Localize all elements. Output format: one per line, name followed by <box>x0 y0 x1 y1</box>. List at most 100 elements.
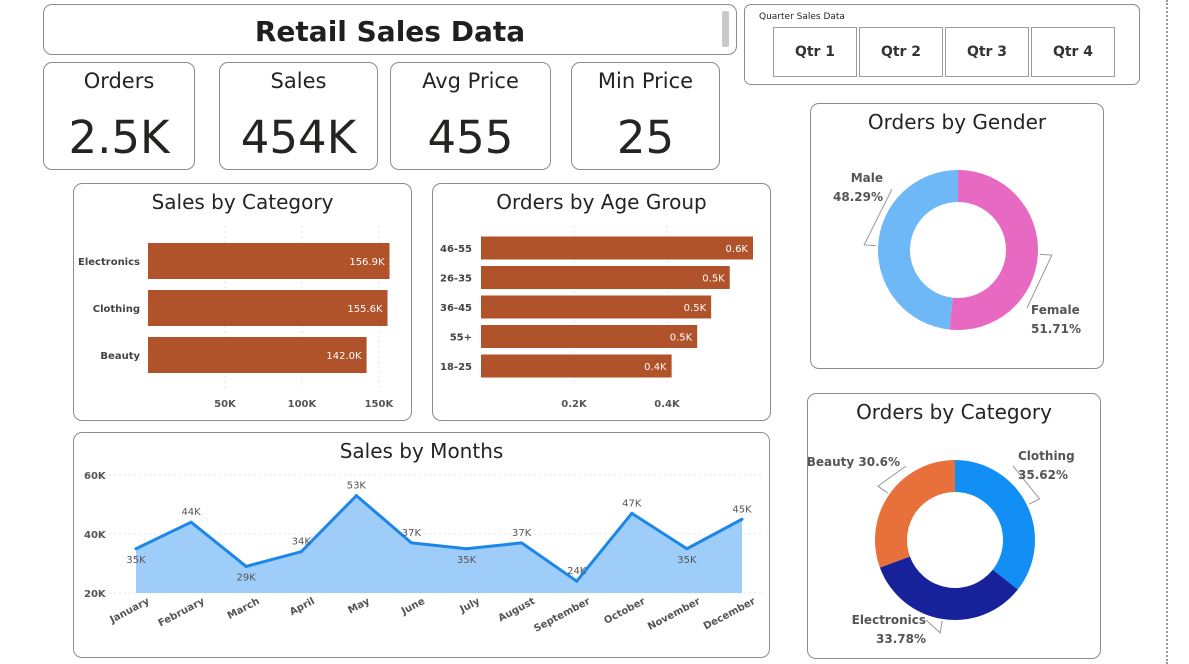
data-label: 24K <box>567 566 587 577</box>
kpi-label: Sales <box>270 69 327 93</box>
leader-line <box>1026 253 1053 309</box>
data-label: 29K <box>237 572 257 583</box>
kpi-card-orders[interactable]: Orders 2.5K <box>43 62 195 170</box>
x-tick-label: 50K <box>214 399 237 410</box>
chart-title: Orders by Category <box>856 400 1052 424</box>
slicer-option-qtr1[interactable]: Qtr 1 <box>773 27 857 77</box>
data-point <box>244 564 248 568</box>
donut-slice <box>878 170 958 330</box>
data-point <box>134 547 138 551</box>
data-label: 0.4K <box>644 362 667 373</box>
chart-sales-by-months[interactable]: Sales by Months 20K 40K 60K 35K January 44K Fe… <box>73 432 770 658</box>
bar <box>148 337 367 373</box>
donut-slice <box>879 556 1018 620</box>
data-label: 156.9K <box>349 257 385 268</box>
bar <box>481 325 698 348</box>
x-tick-label: January <box>107 596 151 627</box>
data-point <box>189 520 193 524</box>
data-label: 0.6K <box>726 244 749 255</box>
slice-label: Electronics <box>852 613 926 627</box>
category-label: Electronics <box>78 257 140 268</box>
slicer-option-qtr2[interactable]: Qtr 2 <box>859 27 943 77</box>
slice-label: Clothing <box>1018 449 1075 463</box>
y-tick-label: 60K <box>84 471 107 482</box>
x-tick-label: February <box>157 596 207 630</box>
category-label: 26-35 <box>440 274 472 285</box>
orders-by-gender-plot: Female 51.71% Male 48.29% <box>833 170 1081 336</box>
x-tick-label: April <box>288 596 317 618</box>
title-card: Retail Sales Data <box>43 4 737 55</box>
category-label: Clothing <box>93 304 140 315</box>
data-point <box>740 517 744 521</box>
bar <box>481 354 672 378</box>
category-label: 36-45 <box>440 303 472 314</box>
data-label: 44K <box>181 507 201 518</box>
kpi-value: 2.5K <box>68 111 170 164</box>
kpi-value: 454K <box>240 111 357 164</box>
data-label: 37K <box>512 528 532 539</box>
chart-orders-by-gender[interactable]: Orders by Gender Female 51.71% Male 48.29% <box>810 103 1104 369</box>
chart-title: Orders by Gender <box>867 110 1047 134</box>
page-title: Retail Sales Data <box>254 15 526 48</box>
category-label: Beauty <box>100 351 140 362</box>
slicer-option-qtr3[interactable]: Qtr 3 <box>945 27 1029 77</box>
data-point <box>630 511 634 515</box>
data-point <box>520 541 524 545</box>
x-tick-label: October <box>602 596 647 627</box>
leader-line <box>925 619 943 634</box>
donut-slice <box>949 170 1038 330</box>
x-tick-label: July <box>458 596 483 616</box>
x-tick-label: December <box>702 596 758 633</box>
category-label: 18-25 <box>440 362 472 373</box>
bar <box>481 236 753 260</box>
data-label: 53K <box>347 481 367 492</box>
x-tick-label: 0.4K <box>654 399 681 410</box>
donut-slice <box>955 460 1035 590</box>
bar <box>148 243 390 279</box>
kpi-card-min-price[interactable]: Min Price 25 <box>571 62 720 170</box>
data-label: 0.5K <box>670 333 693 344</box>
slice-value: 51.71% <box>1031 322 1081 336</box>
x-tick-label: August <box>497 596 538 625</box>
data-label: 155.6K <box>347 304 383 315</box>
y-tick-label: 20K <box>84 589 107 600</box>
category-label: 46-55 <box>440 244 472 255</box>
kpi-label: Min Price <box>597 69 694 93</box>
chart-orders-by-age-group[interactable]: Orders by Age Group 0.2K 0.4K 46-55 0.6K 26-… <box>432 183 771 421</box>
chart-sales-by-category[interactable]: Sales by Category 50K 100K 150K Electronics… <box>73 183 412 421</box>
area-fill <box>136 495 742 593</box>
slicer-title: Quarter Sales Data <box>759 12 845 22</box>
sales-by-months-plot: 20K 40K 60K 35K January 44K February 29K March 34… <box>84 471 764 635</box>
x-tick-label: May <box>346 596 372 617</box>
slice-label: Beauty 30.6% <box>808 455 900 469</box>
kpi-card-sales[interactable]: Sales 454K <box>219 62 378 170</box>
data-label: 37K <box>402 528 422 539</box>
bar <box>148 290 388 326</box>
kpi-card-avg-price[interactable]: Avg Price 455 <box>390 62 551 170</box>
slice-value: 48.29% <box>833 190 883 204</box>
quarter-slicer: Quarter Sales Data Qtr 1 Qtr 2 Qtr 3 Qtr… <box>744 4 1140 85</box>
scrollbar[interactable] <box>722 11 729 47</box>
data-label: 0.5K <box>702 274 725 285</box>
data-label: 47K <box>622 498 642 509</box>
data-point <box>465 547 469 551</box>
chart-title: Sales by Months <box>339 439 504 463</box>
x-tick-label: 100K <box>288 399 318 410</box>
data-label: 0.5K <box>684 303 707 314</box>
y-tick-label: 40K <box>84 530 107 541</box>
series-line <box>135 494 743 583</box>
data-point <box>354 494 358 498</box>
chart-orders-by-category[interactable]: Orders by Category Clothing 35.62% Electro… <box>807 393 1101 659</box>
sales-by-category-plot: 50K 100K 150K Electronics 156.9K Clothing 155.… <box>78 226 394 410</box>
data-point <box>685 547 689 551</box>
data-label: 45K <box>732 504 752 515</box>
leader-line <box>1012 465 1041 505</box>
data-label: 35K <box>126 555 146 566</box>
leader-line <box>877 465 907 494</box>
slice-value: 35.62% <box>1018 468 1068 482</box>
data-label: 142.0K <box>326 351 362 362</box>
slicer-option-qtr4[interactable]: Qtr 4 <box>1031 27 1115 77</box>
slice-label: Female <box>1031 303 1080 317</box>
kpi-value: 25 <box>616 111 675 164</box>
bar <box>481 295 712 319</box>
